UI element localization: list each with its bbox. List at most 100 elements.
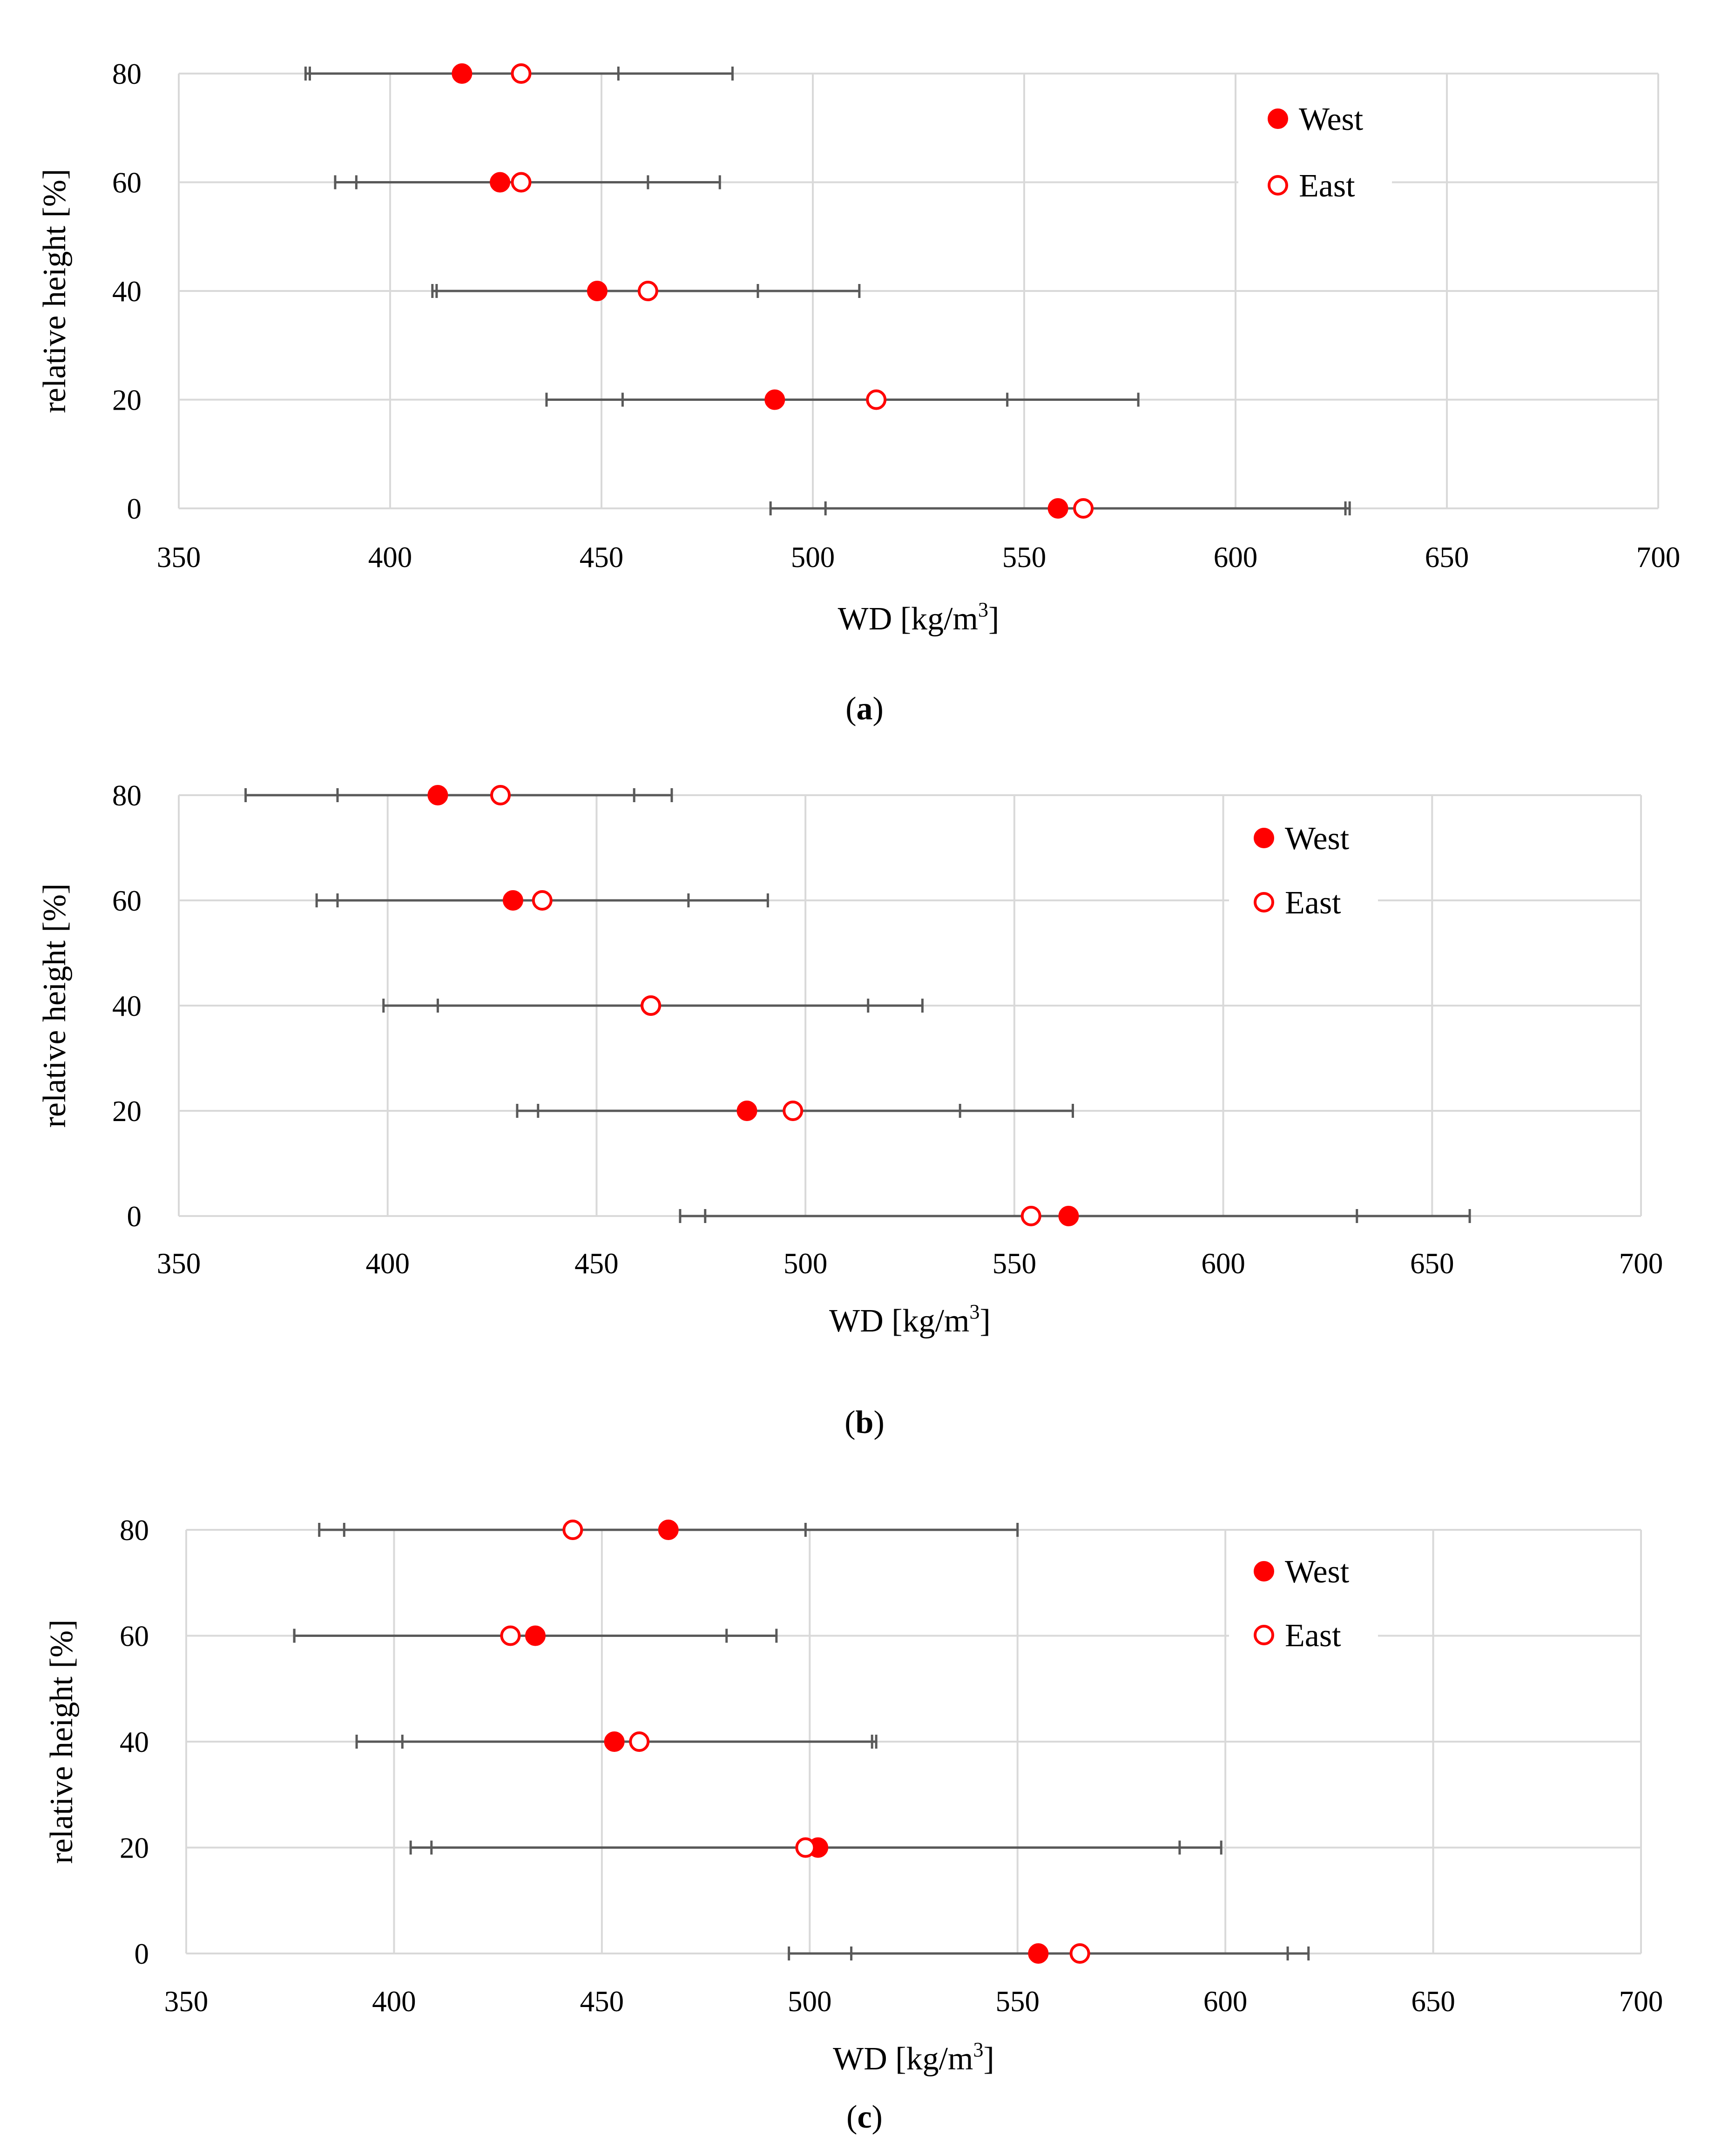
y-tick-label: 80 [112,779,142,812]
x-axis-label: WD [kg/m3] [829,1300,991,1339]
x-tick-label: 650 [1410,1247,1454,1280]
panel-caption-open: ( [845,691,856,727]
x-axis-label-superscript: 3 [978,598,988,621]
legend-background [1229,1539,1378,1668]
x-tick-label: 500 [791,541,835,574]
data-point-east [1073,498,1094,519]
data-point-west [764,389,785,410]
data-point-east [783,1101,804,1121]
data-point-east [490,785,511,805]
x-tick-label: 650 [1425,541,1469,574]
x-tick-label: 550 [995,1985,1040,2018]
legend-marker-east [1254,892,1274,912]
y-tick-label: 60 [112,167,142,199]
data-point-east [1020,1206,1041,1226]
data-point-west [502,890,523,911]
x-tick-label: 550 [1002,541,1047,574]
data-point-west [525,1625,546,1646]
y-tick-label: 20 [112,1095,142,1128]
panel-caption-letter: c [857,2099,871,2135]
panel-caption-open: ( [846,2099,857,2135]
data-point-west [736,1101,757,1121]
y-tick-label: 60 [112,885,142,917]
panel-caption-close: ) [872,2099,883,2135]
y-tick-label: 0 [135,1938,149,1970]
y-tick-label: 20 [120,1832,149,1865]
x-axis-label-base: WD [kg/m [838,601,978,637]
x-tick-label: 350 [157,541,201,574]
data-point-west [1028,1943,1049,1964]
x-tick-label: 400 [368,541,412,574]
x-axis-label-base: WD [kg/m [829,1303,969,1339]
x-tick-label: 600 [1201,1247,1245,1280]
chart-panel-c: 350 400 450 500 550 600 650 700 0 20 40 60 80 WD [kg/… [44,1514,1663,2135]
data-point-east [795,1837,816,1858]
x-tick-label: 450 [580,1985,624,2018]
legend-marker-west [1254,828,1274,848]
data-point-west [1058,1206,1079,1226]
legend-marker-east [1254,1625,1274,1645]
data-point-west [1047,498,1068,519]
x-tick-label: 400 [372,1985,416,2018]
data-point-west [427,785,448,805]
data-point-east [532,890,553,911]
y-tick-label: 40 [120,1726,149,1758]
x-tick-label: 500 [783,1247,828,1280]
legend-background [1229,805,1378,935]
y-tick-label: 60 [120,1620,149,1653]
panel-caption-letter: b [856,1405,874,1440]
legend-label-east: East [1285,1618,1341,1654]
legend-label-east: East [1285,885,1341,921]
panel-caption: (c) [846,2099,883,2135]
y-tick-label: 80 [120,1514,149,1547]
x-axis-label-close: ] [984,2041,994,2077]
data-point-west [452,63,473,84]
panel-caption-close: ) [873,1405,884,1440]
data-point-east [511,63,532,84]
panel-caption-open: ( [844,1405,855,1440]
x-tick-label: 600 [1203,1985,1248,2018]
x-tick-label: 650 [1411,1985,1455,2018]
x-axis-label-base: WD [kg/m [833,2041,973,2077]
chart-panel-a: 350 400 450 500 550 600 650 700 0 20 40 60 80 WD [kg/… [37,58,1680,727]
x-tick-label: 600 [1214,541,1258,574]
data-point-east [866,389,887,410]
y-axis-label: relative height [%] [44,1620,80,1864]
data-point-east [629,1731,650,1752]
y-tick-label: 0 [127,493,142,525]
legend-label-west: West [1299,101,1364,137]
legend-label-east: East [1299,168,1355,204]
y-tick-label: 0 [127,1200,142,1233]
x-tick-label: 350 [164,1985,209,2018]
x-tick-label: 400 [365,1247,410,1280]
data-point-west [658,1520,679,1540]
legend-marker-west [1254,1561,1274,1582]
panel-caption: (b) [844,1405,885,1440]
x-axis-label: WD [kg/m3] [838,598,1000,637]
y-tick-label: 40 [112,990,142,1022]
panel-caption-close: ) [873,691,884,727]
legend-marker-west [1268,108,1288,129]
x-tick-label: 700 [1636,541,1681,574]
x-tick-label: 700 [1619,1247,1663,1280]
x-axis-label: WD [kg/m3] [833,2038,994,2077]
y-axis-label: relative height [%] [37,884,73,1128]
data-point-west [587,281,608,301]
x-axis-label-superscript: 3 [970,1300,980,1323]
x-tick-label: 550 [993,1247,1037,1280]
legend-background [1238,86,1392,218]
data-point-east [562,1520,583,1540]
chart-panel-b: 350 400 450 500 550 600 650 700 0 20 40 60 80 WD [kg/… [37,779,1663,1440]
panel-caption: (a) [845,691,884,727]
y-tick-label: 20 [112,384,142,417]
legend-label-west: West [1285,1554,1350,1590]
x-tick-label: 450 [574,1247,619,1280]
data-point-east [500,1625,521,1646]
x-tick-label: 700 [1619,1985,1663,2018]
y-tick-label: 40 [112,275,142,308]
y-axis-label: relative height [%] [37,169,73,413]
x-tick-label: 450 [580,541,624,574]
x-tick-label: 350 [157,1247,201,1280]
